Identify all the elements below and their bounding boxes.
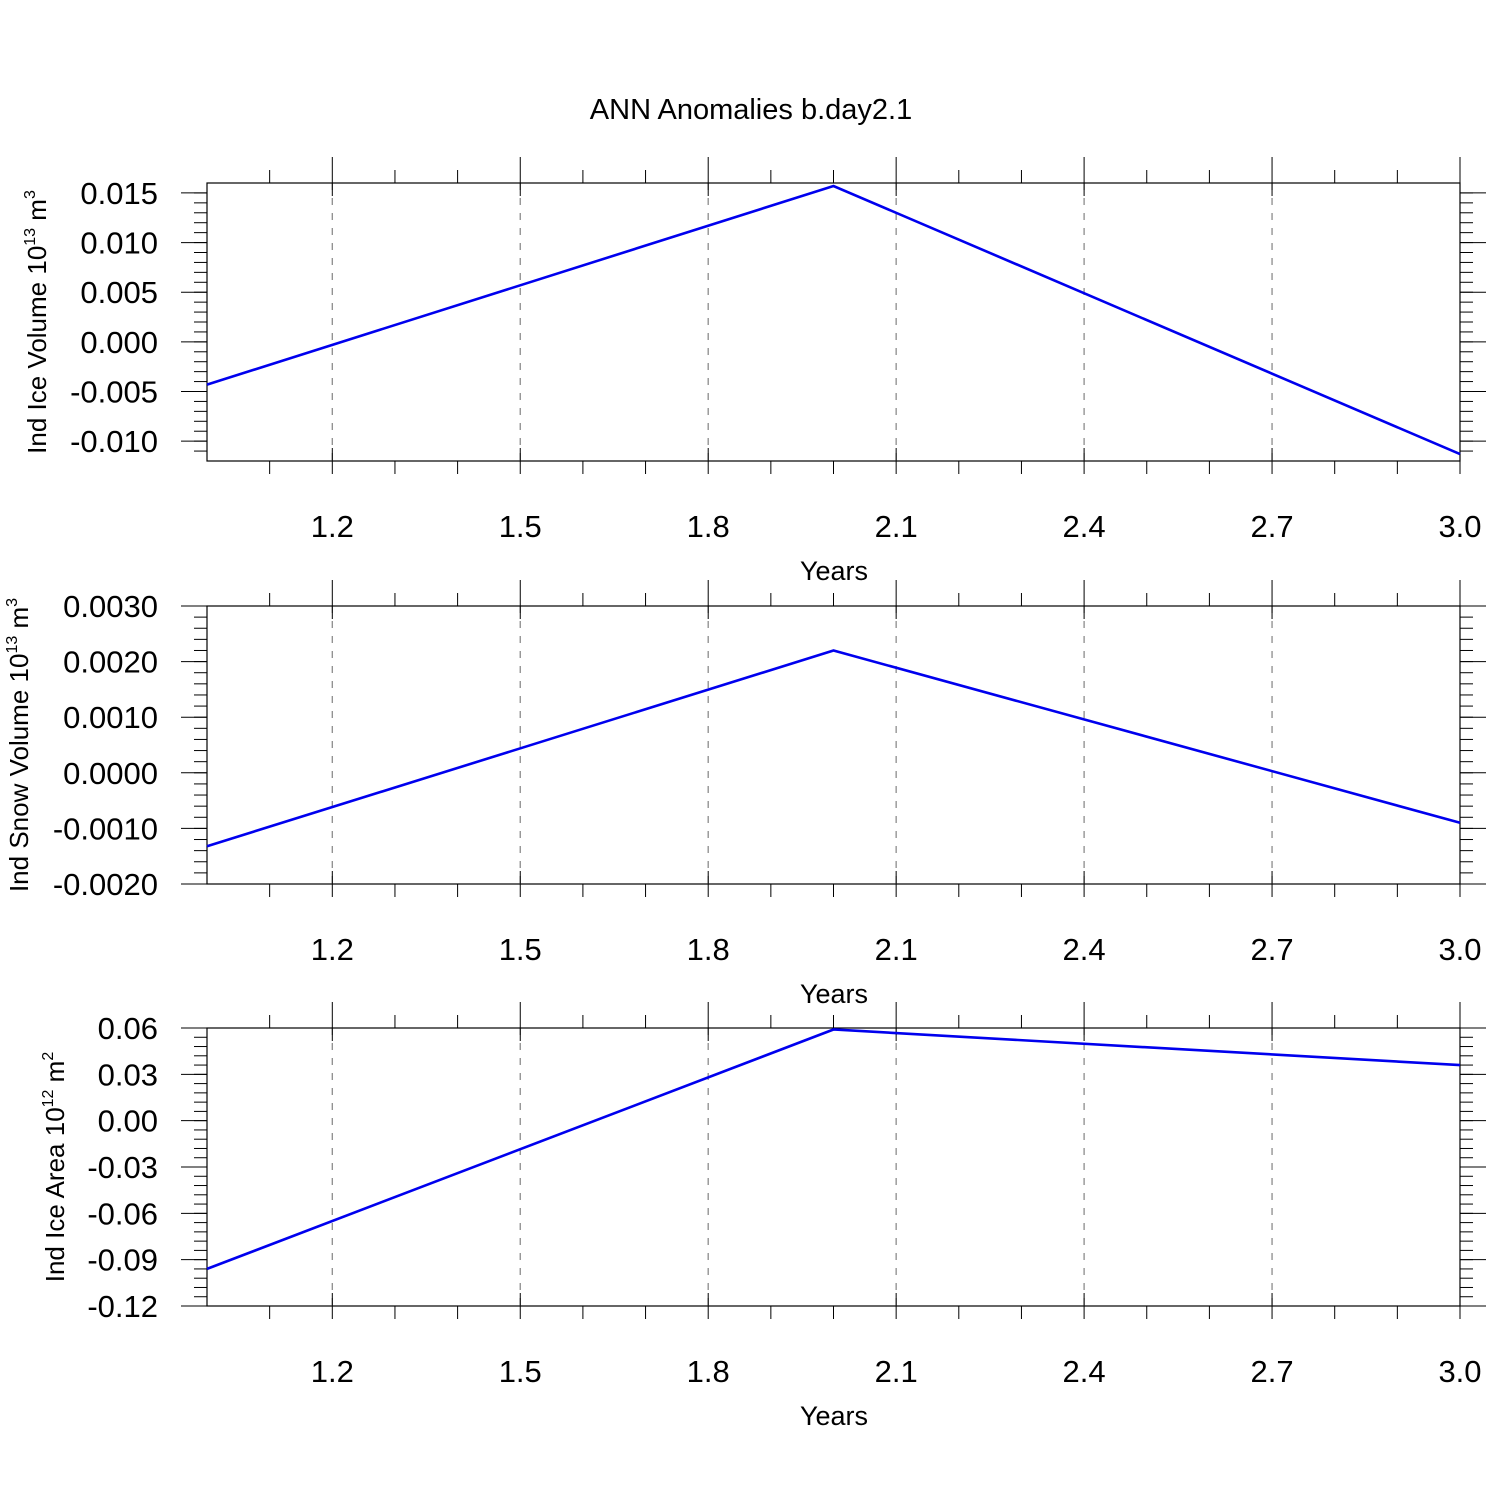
y-axis-label-unit-exponent-2: 3	[4, 598, 21, 607]
x-tick-label-2-5: 2.4	[1063, 932, 1106, 967]
x-tick-label-3-5: 2.4	[1063, 1354, 1106, 1389]
y-tick-label-2-3: 0.0010	[63, 700, 158, 735]
y-tick-label-1-3: 0.005	[80, 275, 158, 310]
x-tick-label-3-6: 2.7	[1250, 1354, 1293, 1389]
plot-frame-3	[206, 1027, 1461, 1307]
series-line-2	[206, 649, 1461, 848]
y-axis-label-unit-exponent-1: 3	[22, 190, 39, 199]
x-tick-label-2-3: 1.8	[687, 932, 730, 967]
x-axis-label-2: Years	[800, 979, 868, 1009]
y-tick-label-1-2: 0.010	[80, 226, 158, 261]
chart-panel-1: 1.2 1.5 1.8 2.1 2.4 2.7 3.0 0.015 0.010 0.005 0.00…	[22, 157, 1486, 586]
x-tick-label-1-1: 1.2	[311, 509, 354, 544]
y-tick-label-3-2: 0.03	[98, 1057, 158, 1092]
x-tick-label-3-1: 1.2	[311, 1354, 354, 1389]
y-tick-label-1-5: -0.005	[70, 375, 158, 410]
x-tick-label-2-6: 2.7	[1250, 932, 1293, 967]
y-axis-label-3: Ind Ice Area 1012 m2	[40, 1052, 70, 1283]
x-tick-label-1-3: 1.8	[687, 509, 730, 544]
x-axis-label-3: Years	[800, 1401, 868, 1431]
x-tick-label-2-2: 1.5	[499, 932, 542, 967]
y-axis-label-unit-exponent-3: 2	[40, 1052, 57, 1061]
x-tick-label-1-4: 2.1	[875, 509, 918, 544]
y-tick-label-3-5: -0.06	[87, 1196, 158, 1231]
chart-panel-2: 1.2 1.5 1.8 2.1 2.4 2.7 3.0 0.0030 0.0020 0.0010 0…	[4, 580, 1486, 1009]
series-line-1	[206, 184, 1461, 456]
x-tick-label-2-4: 2.1	[875, 932, 918, 967]
y-axis-label-2: Ind Snow Volume 1013 m3	[4, 598, 34, 892]
chart-title: ANN Anomalies b.day2.1	[590, 94, 912, 126]
y-tick-label-3-3: 0.00	[98, 1104, 158, 1139]
x-tick-label-3-2: 1.5	[499, 1354, 542, 1389]
y-tick-label-2-1: 0.0030	[63, 589, 158, 624]
x-tick-label-3-4: 2.1	[875, 1354, 918, 1389]
y-axis-label-unit-3: m	[40, 1061, 70, 1090]
x-tick-label-3-3: 1.8	[687, 1354, 730, 1389]
y-tick-label-2-6: -0.0020	[53, 867, 158, 902]
y-tick-label-3-6: -0.09	[87, 1243, 158, 1278]
x-tick-label-3-7: 3.0	[1438, 1354, 1481, 1389]
y-axis-label-text-2: Ind Snow Volume 10	[4, 654, 34, 893]
y-axis-label-unit-1: m	[22, 199, 52, 228]
y-axis-label-text-1: Ind Ice Volume 10	[22, 246, 52, 454]
y-axis-label-exponent-3: 12	[40, 1089, 57, 1107]
y-tick-label-1-6: -0.010	[70, 424, 158, 459]
y-tick-label-1-1: 0.015	[80, 176, 158, 211]
x-tick-label-2-1: 1.2	[311, 932, 354, 967]
y-tick-label-2-4: 0.0000	[63, 756, 158, 791]
y-tick-label-3-4: -0.03	[87, 1150, 158, 1185]
chart-panels: 1.2 1.5 1.8 2.1 2.4 2.7 3.0 0.015 0.010 0.005 0.00…	[4, 157, 1486, 1431]
x-tick-label-1-7: 3.0	[1438, 509, 1481, 544]
y-axis-label-exponent-2: 13	[4, 636, 21, 654]
y-axis-label-exponent-1: 13	[22, 228, 39, 246]
y-tick-label-1-4: 0.000	[80, 325, 158, 360]
chart-panel-3: 1.2 1.5 1.8 2.1 2.4 2.7 3.0 0.06 0.03 0.00 -0.03 -0…	[40, 1002, 1486, 1431]
y-tick-label-2-5: -0.0010	[53, 811, 158, 846]
y-tick-label-3-7: -0.12	[87, 1289, 158, 1324]
x-axis-label-1: Years	[800, 556, 868, 586]
series-line-3	[206, 1028, 1461, 1271]
y-tick-label-3-1: 0.06	[98, 1011, 158, 1046]
x-tick-label-1-2: 1.5	[499, 509, 542, 544]
y-tick-label-2-2: 0.0020	[63, 645, 158, 680]
plot-frame-1	[206, 182, 1461, 462]
x-tick-label-1-6: 2.7	[1250, 509, 1293, 544]
x-tick-label-1-5: 2.4	[1063, 509, 1106, 544]
plot-frame-2	[206, 605, 1461, 885]
y-axis-label-unit-2: m	[4, 607, 34, 636]
y-axis-label-text-3: Ind Ice Area 10	[40, 1107, 70, 1282]
y-axis-label-1: Ind Ice Volume 1013 m3	[22, 190, 52, 454]
x-tick-label-2-7: 3.0	[1438, 932, 1481, 967]
